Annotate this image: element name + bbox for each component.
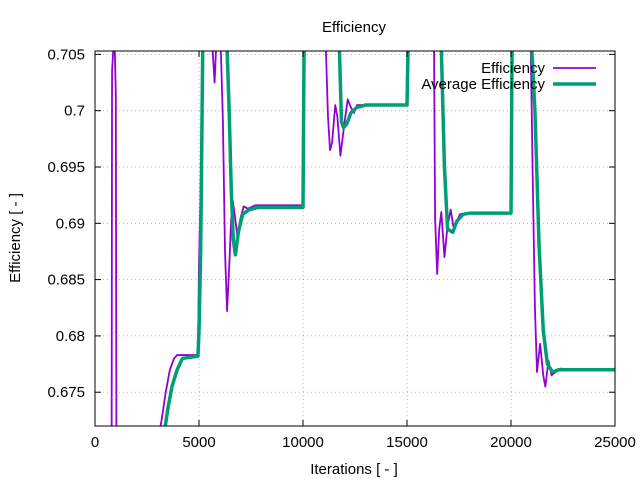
y-axis-label: Efficiency [ - ] [7, 193, 24, 283]
series-line-1 [163, 51, 615, 426]
legend-label-0: Efficiency [481, 60, 545, 77]
series-lines [110, 51, 615, 426]
y-tick-label: 0.68 [56, 328, 85, 345]
x-tick-label: 10000 [282, 434, 324, 451]
y-tick-label: 0.675 [47, 384, 85, 401]
x-tick-label: 5000 [182, 434, 215, 451]
y-tick-label: 0.7 [64, 103, 85, 120]
y-tick-label: 0.705 [47, 46, 85, 63]
x-tick-label: 0 [91, 434, 99, 451]
x-tick-label: 20000 [490, 434, 532, 451]
chart-title: Efficiency [322, 19, 386, 36]
x-tick-label: 15000 [386, 434, 428, 451]
x-tick-label: 25000 [594, 434, 636, 451]
x-axis-label: Iterations [ - ] [310, 461, 398, 478]
y-tick-label: 0.685 [47, 272, 85, 289]
plot-frame [94, 50, 616, 427]
y-tick-label: 0.69 [56, 215, 85, 232]
axis-ticks: 0 5000 10000 15000 20000 25000 0.675 0.68 0.685 0… [47, 46, 635, 451]
legend-label-1: Average Efficiency [421, 76, 545, 93]
y-tick-label: 0.695 [47, 159, 85, 176]
